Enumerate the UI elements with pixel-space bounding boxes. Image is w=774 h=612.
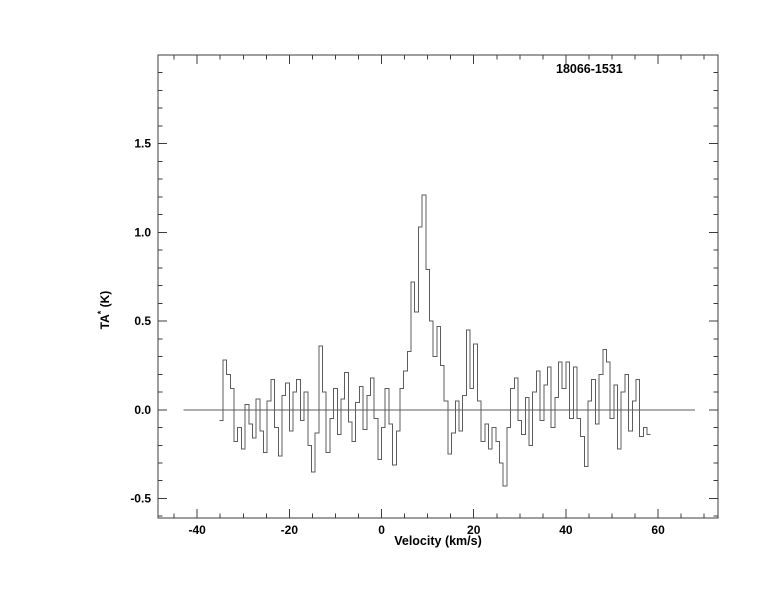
x-tick-label: -20 bbox=[281, 523, 299, 537]
y-tick-label: 0.5 bbox=[134, 314, 151, 328]
y-tick-label: 1.5 bbox=[134, 137, 151, 151]
y-tick-label: -0.5 bbox=[130, 491, 151, 505]
x-tick-label: -40 bbox=[189, 523, 207, 537]
plot-frame bbox=[157, 54, 719, 519]
y-axis-title-superscript: * bbox=[96, 310, 106, 315]
x-axis-title: Velocity (km/s) bbox=[394, 534, 482, 548]
spectrum-line bbox=[219, 194, 651, 487]
y-tick-label: 0.0 bbox=[134, 403, 151, 417]
x-tick-label: 20 bbox=[467, 523, 481, 537]
y-tick-label: 1.0 bbox=[134, 225, 151, 239]
x-tick-label: 60 bbox=[651, 523, 665, 537]
source-name-label: 18066-1531 bbox=[556, 62, 623, 76]
y-axis-title: TA* (K) bbox=[96, 291, 112, 330]
x-tick-label: 40 bbox=[559, 523, 573, 537]
y-axis-title-unit: (K) bbox=[98, 290, 112, 311]
y-axis-title-main: TA bbox=[98, 314, 112, 330]
x-tick-label: 0 bbox=[378, 523, 385, 537]
